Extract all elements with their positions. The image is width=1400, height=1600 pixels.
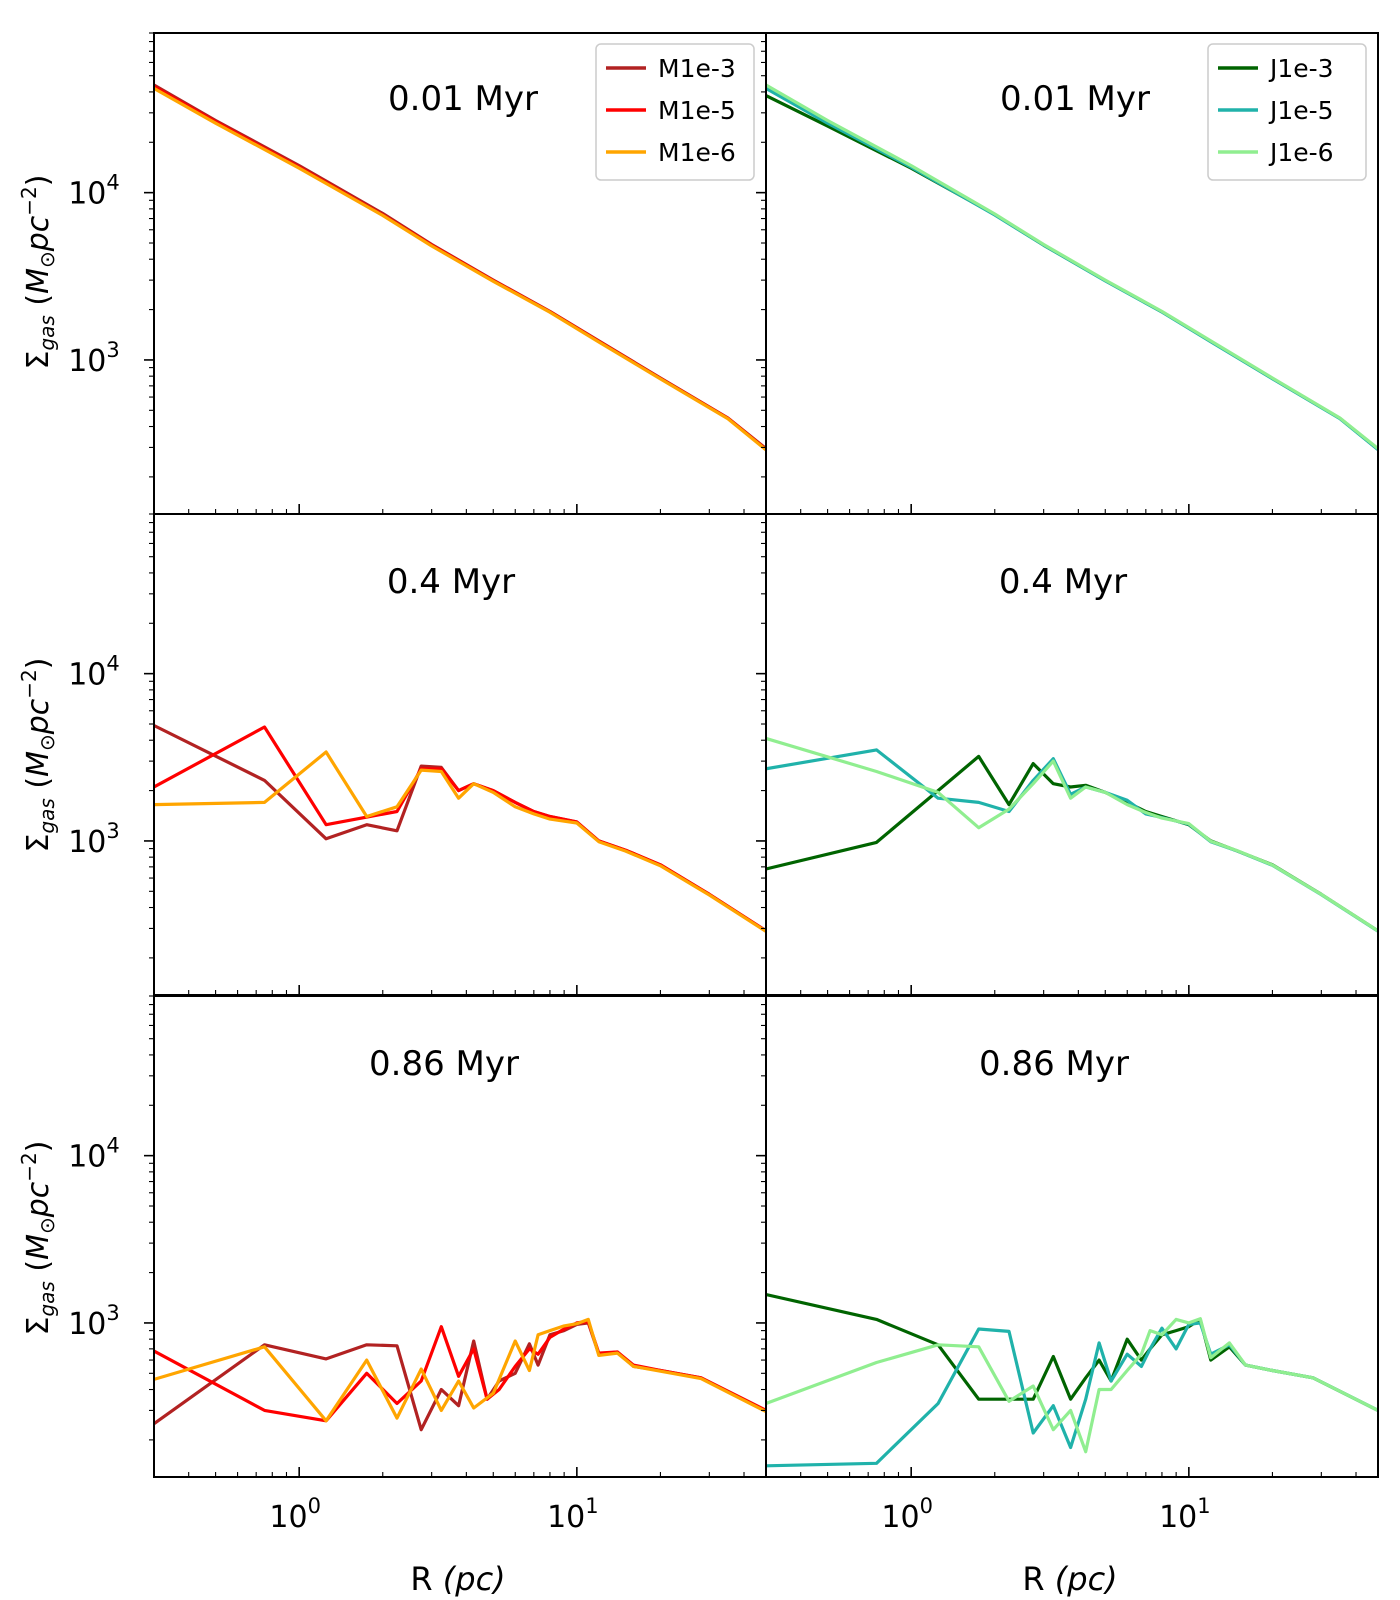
y-tick-label: 103 [68, 338, 120, 379]
series-line-M1e-3 [154, 724, 766, 933]
panel-top-right: J1e-3 J1e-5 J1e-6 [756, 32, 1379, 515]
svg-text:Σgas (M⊙pc−2): Σgas (M⊙pc−2) [17, 1141, 59, 1336]
series-line-J1e-6 [766, 1317, 1378, 1454]
series-line-J1e-6 [766, 83, 1378, 450]
ylabel-top: Σgas (M⊙pc−2) [17, 175, 59, 370]
legend-label: M1e-6 [658, 138, 736, 167]
x-tick-label: 101 [547, 1494, 599, 1535]
legend-label: J1e-6 [1268, 138, 1334, 167]
x-tick-label: 100 [881, 1494, 933, 1535]
panel-title-bottom-left: 0.86 Myr [369, 1044, 519, 1084]
legend-label: J1e-5 [1268, 96, 1334, 125]
ylabel-bottom: Σgas (M⊙pc−2) [17, 1141, 59, 1336]
series-line-J1e-3 [766, 754, 1378, 933]
panel-title-middle-right: 0.4 Myr [999, 562, 1127, 602]
series-line-M1e-6 [154, 1317, 766, 1423]
legend-label: M1e-5 [658, 96, 736, 125]
xlabel-left: R (pc) [410, 1560, 505, 1598]
panel-frame [765, 995, 1379, 1478]
series-line-J1e-6 [766, 736, 1378, 933]
legend: J1e-3 J1e-5 J1e-6 [1207, 43, 1367, 181]
panel-bottom-right: 100 101 [756, 995, 1379, 1535]
ylabel-middle: Σgas (M⊙pc−2) [17, 658, 59, 853]
svg-text:Σgas (M⊙pc−2): Σgas (M⊙pc−2) [17, 658, 59, 853]
legend-label: M1e-3 [658, 54, 736, 83]
series-line-J1e-3 [766, 1292, 1378, 1412]
y-tick-label: 103 [68, 819, 120, 860]
panel-bottom-left: 103 104 100 101 [68, 995, 767, 1535]
series-line-M1e-6 [154, 750, 766, 933]
xlabel-right: R (pc) [1022, 1560, 1117, 1598]
y-tick-label: 104 [68, 652, 120, 693]
series-line-J1e-5 [766, 1321, 1378, 1468]
y-tick-label: 104 [68, 171, 120, 212]
x-tick-label: 100 [269, 1494, 321, 1535]
y-tick-label: 103 [68, 1301, 120, 1342]
panel-top-left: 103 104 M1e-3 M1e-5 M1e-6 [68, 32, 767, 515]
panel-title-bottom-right: 0.86 Myr [979, 1044, 1129, 1084]
panel-title-top-right: 0.01 Myr [1000, 79, 1150, 119]
y-tick-label: 104 [68, 1134, 120, 1175]
series-line-J1e-5 [766, 748, 1378, 933]
panel-title-middle-left: 0.4 Myr [387, 562, 515, 602]
legend-box [595, 43, 755, 181]
x-tick-label: 101 [1159, 1494, 1211, 1535]
series-line-M1e-6 [154, 87, 766, 452]
panel-title-top-left: 0.01 Myr [388, 79, 538, 119]
series-line-M1e-5 [154, 725, 766, 933]
legend-box [1207, 43, 1367, 181]
panel-middle-right [756, 513, 1379, 996]
svg-text:Σgas (M⊙pc−2): Σgas (M⊙pc−2) [17, 175, 59, 370]
plot-area: 103104M1e-3M1e-5M1e-6J1e-3J1e-5J1e-61031… [68, 32, 1379, 1535]
legend: M1e-3 M1e-5 M1e-6 [595, 43, 755, 181]
legend-label: J1e-3 [1268, 54, 1334, 83]
